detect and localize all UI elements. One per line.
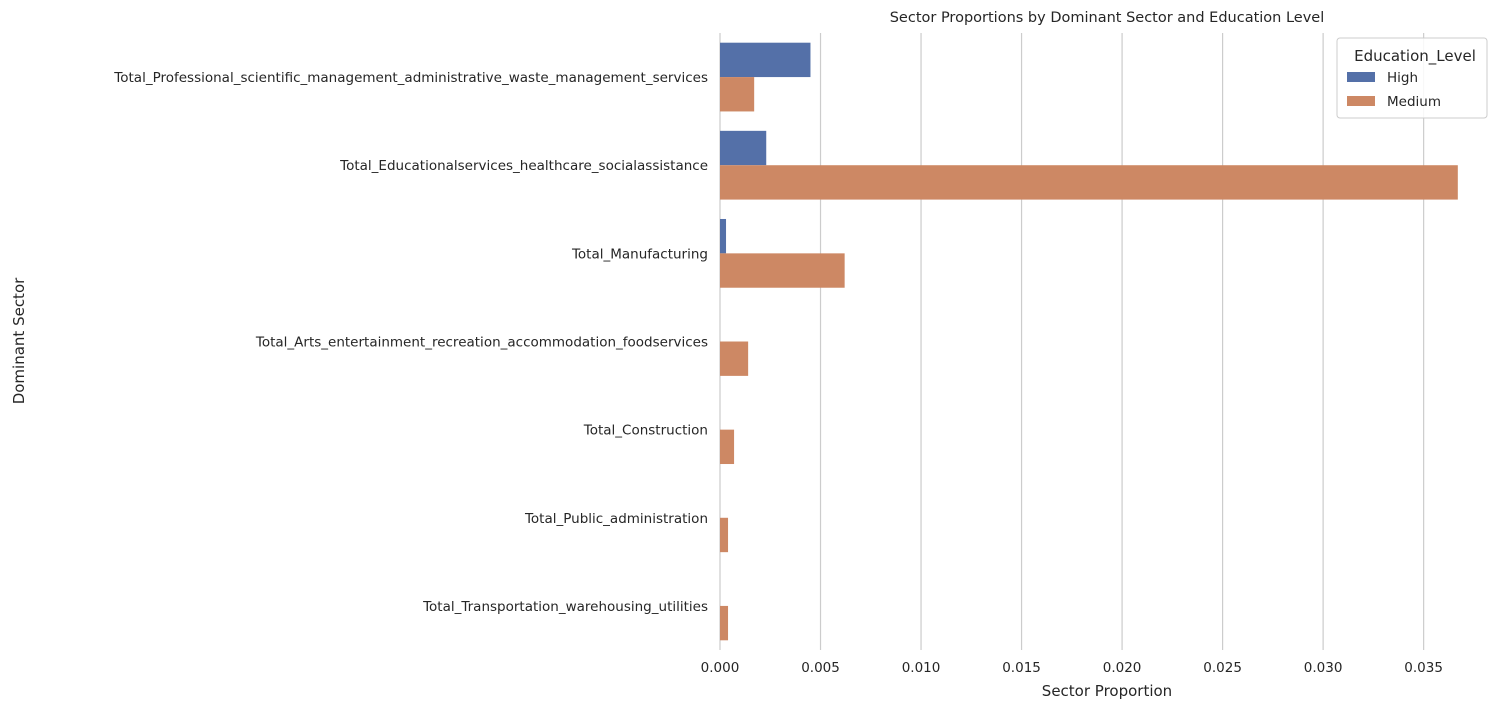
bars: [720, 42, 1458, 641]
axes: 0.000 0.005 0.010 0.015 0.020 0.025 0.030 0.035…: [113, 70, 1443, 676]
y-axis-label: Dominant Sector: [10, 277, 28, 404]
x-tick-label: 0.020: [1103, 660, 1142, 676]
bar-medium: [720, 165, 1458, 200]
x-tick-label: 0.010: [902, 660, 941, 676]
bar-medium: [720, 429, 735, 465]
bar-medium: [720, 517, 729, 553]
x-tick-label: 0.030: [1304, 660, 1343, 676]
x-axis-label: Sector Proportion: [1042, 682, 1172, 700]
x-tick-label: 0.025: [1203, 660, 1242, 676]
bar-medium: [720, 77, 755, 112]
y-tick-label: Total_Public_administration: [524, 511, 708, 527]
legend-label-high: High: [1387, 70, 1418, 86]
y-tick-label: Total_Educationalservices_healthcare_soc…: [339, 158, 708, 174]
legend-swatch-medium: [1347, 96, 1375, 106]
y-tick-label: Total_Transportation_warehousing_utiliti…: [422, 599, 708, 615]
x-tick-label: 0.015: [1002, 660, 1041, 676]
plot-background: [720, 33, 1494, 650]
legend-swatch-high: [1347, 72, 1375, 82]
legend-title: Education_Level: [1354, 47, 1476, 66]
legend: Education_Level High Medium: [1336, 37, 1488, 119]
x-tick-label: 0.000: [701, 660, 740, 676]
bar-high: [720, 130, 767, 166]
grid: [719, 33, 1425, 650]
y-tick-label: Total_Professional_scientific_management…: [113, 70, 708, 86]
y-tick-label: Total_Manufacturing: [571, 246, 708, 262]
chart-title: Sector Proportions by Dominant Sector an…: [890, 10, 1325, 26]
x-tick-label: 0.035: [1404, 660, 1443, 676]
bar-medium: [720, 605, 729, 641]
bar-high: [720, 218, 727, 254]
bar-medium: [720, 341, 749, 376]
y-tick-label: Total_Construction: [583, 423, 708, 439]
bar-medium: [720, 253, 845, 288]
legend-label-medium: Medium: [1387, 94, 1441, 110]
y-tick-label: Total_Arts_entertainment_recreation_acco…: [255, 335, 708, 351]
bar-high: [720, 42, 811, 78]
x-tick-label: 0.005: [801, 660, 840, 676]
